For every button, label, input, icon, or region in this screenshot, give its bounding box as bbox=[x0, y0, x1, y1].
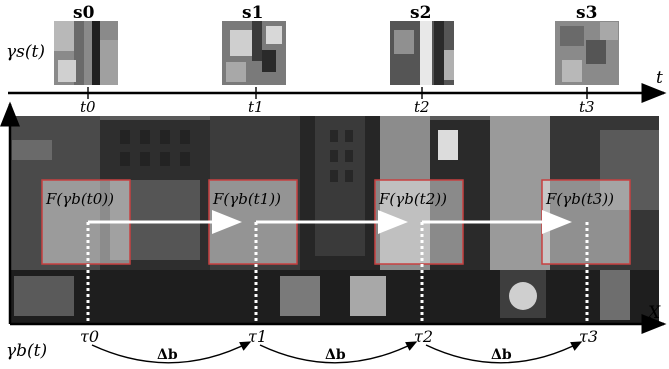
delta-arc-0 bbox=[91, 341, 252, 364]
tau-label-3: τ3 bbox=[579, 327, 598, 346]
tick-label-t2: t2 bbox=[414, 98, 430, 116]
sample-label-0: s0 bbox=[73, 3, 95, 23]
tau-label-2: τ2 bbox=[414, 327, 433, 346]
sample-label-2: s2 bbox=[410, 3, 431, 23]
delta-arc-1 bbox=[259, 341, 418, 364]
feature-window-label-1: F(γb(t1)) bbox=[212, 190, 281, 208]
tau-label-0: τ0 bbox=[80, 327, 99, 346]
sample-patch-0 bbox=[54, 21, 118, 85]
tick-label-t1: t1 bbox=[248, 98, 264, 116]
time-axis-label: t bbox=[656, 68, 663, 88]
feature-window-label-2: F(γb(t2)) bbox=[378, 190, 447, 208]
space-axis-label: X bbox=[646, 303, 661, 323]
delta-arc-2 bbox=[425, 341, 583, 364]
panorama-image bbox=[10, 116, 659, 324]
sample-patch-1 bbox=[222, 21, 286, 85]
delta-label-1: Δb bbox=[325, 347, 346, 363]
feature-window-label-0: F(γb(t0)) bbox=[45, 190, 114, 208]
sample-patch-2 bbox=[390, 21, 454, 85]
tick-label-t0: t0 bbox=[80, 98, 96, 116]
feature-window-label-3: F(γb(t3)) bbox=[545, 190, 614, 208]
sample-label-3: s3 bbox=[576, 3, 597, 23]
delta-label-0: Δb bbox=[157, 347, 178, 363]
top-series-label: γs(t) bbox=[6, 42, 45, 62]
bottom-series-label: γb(t) bbox=[6, 341, 47, 361]
sample-patch-3 bbox=[555, 21, 619, 85]
tau-label-1: τ1 bbox=[248, 327, 267, 346]
sample-label-1: s1 bbox=[242, 3, 263, 23]
tick-label-t3: t3 bbox=[579, 98, 595, 116]
delta-label-2: Δb bbox=[491, 347, 512, 363]
